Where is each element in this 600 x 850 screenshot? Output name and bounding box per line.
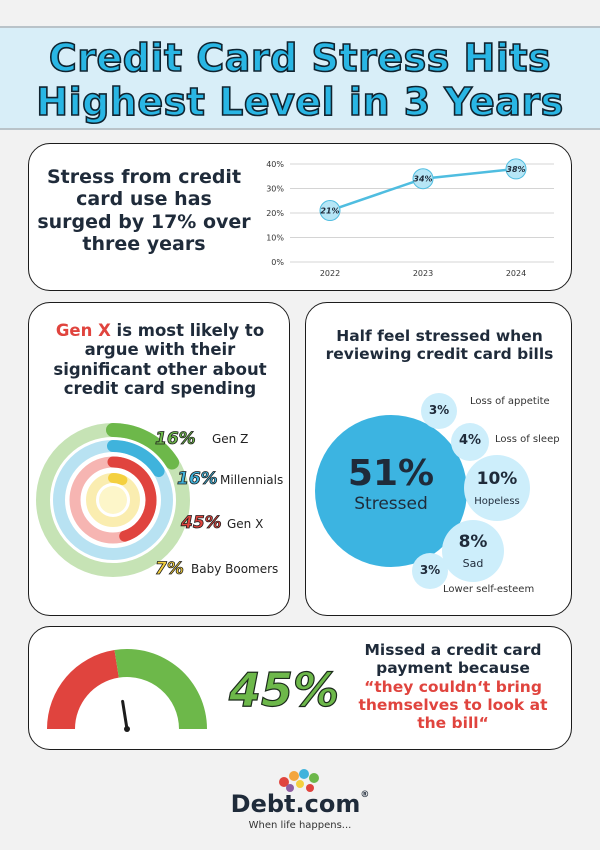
data-label: 21%	[320, 207, 339, 216]
bubble-stressed-label: Stressed	[354, 494, 428, 514]
bubble-sad: 8% Sad	[442, 520, 504, 582]
gauge-pivot	[124, 726, 130, 732]
missed-payment-text: Missed a credit card payment because “th…	[335, 641, 571, 732]
radial-bar-gen-z	[106, 423, 180, 470]
missed-quote-1: “they couldn‘t bring	[364, 677, 542, 696]
genx-headline-rest: is most likely to	[110, 321, 265, 340]
y-tick-label: 40%	[266, 160, 284, 169]
gauge-red-segment	[47, 649, 119, 729]
legend-pct-gen-x: 45%	[181, 513, 222, 534]
legend-label-baby-boomers: Baby Boomers	[191, 562, 279, 576]
genx-highlight: Gen X	[55, 321, 111, 340]
bubble-hopeless-label: Hopeless	[474, 496, 520, 507]
footer-logo[interactable]: Debt.com® When life happens...	[230, 768, 370, 840]
bubble-sleep-pct: 4%	[458, 433, 482, 448]
page-title-line-1: Credit Card Stress Hits	[48, 35, 552, 81]
data-label: 34%	[413, 175, 432, 184]
gauge-needle	[121, 699, 129, 731]
bubble-stressed-pct: 51%	[347, 453, 435, 494]
label-loss-of-sleep: Loss of sleep	[495, 434, 560, 445]
bubble-hopeless: 10% Hopeless	[464, 455, 530, 521]
x-tick-label: 2024	[506, 269, 526, 278]
trend-headline: Stress from credit card use has surged b…	[35, 166, 253, 256]
bubble-loss-of-sleep: 4%	[451, 423, 489, 461]
radial-bar-baby-boomers	[108, 473, 128, 486]
bubble-sad-label: Sad	[462, 557, 484, 570]
genx-headline-line: credit card spending	[63, 379, 257, 399]
label-lower-self-esteem: Lower self-esteem	[443, 584, 535, 595]
missed-quote-2: themselves to look at	[358, 695, 548, 714]
bubble-lower-self-esteem: 3%	[412, 553, 448, 589]
y-tick-label: 10%	[266, 234, 284, 243]
legend-pct-baby-boomers: 7%	[155, 559, 185, 580]
bills-headline-line: Half feel stressed when	[336, 327, 543, 345]
brand-name-text: Debt.com	[230, 790, 361, 818]
legend-label-gen-x: Gen X	[227, 517, 264, 531]
trend-card: Stress from credit card use has surged b…	[28, 143, 572, 291]
genx-headline-line: significant other about	[53, 359, 267, 379]
trend-headline-line: card use has	[76, 188, 212, 211]
trend-headline-line: Stress from credit	[46, 166, 242, 188]
x-tick-label: 2022	[320, 269, 340, 278]
tree-logo-icon	[279, 769, 319, 792]
missed-payment-percent: 45%	[228, 662, 340, 717]
genx-headline-line: Gen X is most likely to	[33, 321, 287, 340]
data-point	[412, 168, 434, 190]
legend-pct-gen-z: 16%	[155, 429, 196, 450]
y-tick-label: 20%	[266, 209, 284, 218]
title-banner: Credit Card Stress Hits Highest Level in…	[0, 26, 600, 130]
radial-center	[99, 486, 127, 514]
x-tick-label: 2023	[413, 269, 433, 278]
trend-headline-line: three years	[82, 233, 206, 256]
bubble-esteem-pct: 3%	[419, 563, 441, 577]
legend-pct-millennials: 16%	[177, 469, 218, 490]
gauge-green-segment	[114, 649, 207, 729]
bubble-hopeless-pct: 10%	[476, 469, 518, 489]
missed-quote-3: the bill“	[417, 714, 489, 733]
bills-headline: Half feel stressed when reviewing credit…	[308, 327, 571, 364]
data-point	[319, 200, 341, 222]
page-title-line-2: Highest Level in 3 Years	[35, 79, 564, 125]
bubble-loss-of-appetite: 3%	[421, 393, 457, 429]
bills-headline-line: reviewing credit card bills	[325, 345, 554, 364]
genx-headline-line: argue with their	[84, 340, 236, 360]
trend-headline-line: surged by 17% over	[37, 210, 251, 233]
missed-payment-card: 45% Missed a credit card payment because…	[28, 626, 572, 750]
stress-line-chart: 0% 10% 20% 30% 40% 2022 2023 2024 21% 34% 38%	[266, 158, 554, 278]
genx-card: Gen X is most likely to argue with their…	[28, 302, 290, 616]
bubble-appetite-pct: 3%	[428, 403, 450, 417]
label-loss-of-appetite: Loss of appetite	[470, 396, 550, 407]
brand-tagline: When life happens...	[248, 820, 352, 831]
bubble-stressed: 51% Stressed	[315, 415, 467, 567]
legend-label-millennials: Millennials	[220, 473, 284, 487]
generation-radial-chart	[36, 423, 190, 577]
missed-payment-gauge	[47, 649, 207, 732]
radial-bar-gen-x	[107, 456, 157, 542]
missed-line-2: payment because	[376, 659, 530, 678]
brand-name: Debt.com®	[230, 790, 370, 818]
y-tick-label: 0%	[271, 258, 284, 267]
data-point	[505, 158, 527, 180]
genx-headline: Gen X is most likely to argue with their…	[33, 321, 287, 399]
bubble-sad-pct: 8%	[458, 532, 488, 552]
missed-line-1: Missed a credit card	[364, 641, 542, 659]
radial-bar-millennials	[107, 440, 165, 478]
bills-card: Half feel stressed when reviewing credit…	[305, 302, 572, 616]
y-tick-label: 30%	[266, 185, 284, 194]
legend-label-gen-z: Gen Z	[212, 432, 249, 446]
data-label: 38%	[506, 165, 525, 174]
registered-mark: ®	[360, 790, 370, 800]
